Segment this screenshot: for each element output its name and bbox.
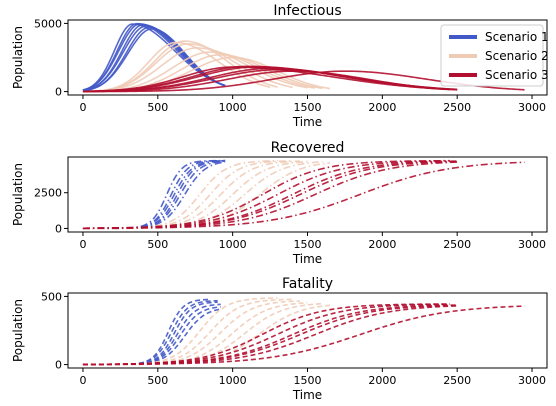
series-line-scenario-3-6 bbox=[82, 161, 525, 230]
series-line-scenario-1-1 bbox=[82, 298, 211, 366]
x-tick-label: 2000 bbox=[368, 374, 396, 387]
x-tick-label: 500 bbox=[147, 101, 168, 114]
y-axis-label: Population bbox=[11, 26, 25, 89]
axes-frame bbox=[67, 292, 548, 369]
fatality-subplot: Fatality 0 500 1000 1500 2000 2500 3000 0 500 Time… bbox=[11, 276, 548, 402]
axes-frame bbox=[67, 156, 548, 233]
subplot-title: Recovered bbox=[271, 140, 345, 156]
subplot-title: Fatality bbox=[282, 276, 333, 292]
series-line-scenario-3-2 bbox=[82, 160, 450, 230]
series-line-scenario-1-5 bbox=[82, 306, 221, 366]
series-line-scenario-2-3 bbox=[82, 300, 301, 366]
series-line-scenario-1-3 bbox=[82, 301, 218, 366]
y-axis-label: Population bbox=[11, 299, 25, 362]
series-line-scenario-2-1 bbox=[82, 297, 278, 366]
series-line-scenario-3-4 bbox=[82, 304, 458, 366]
series-line-scenario-1-4 bbox=[82, 160, 226, 230]
x-axis-label: Time bbox=[292, 388, 322, 402]
series-line-scenario-3-5 bbox=[82, 161, 458, 230]
infectious-subplot: Infectious 0 500 1000 1500 2000 2500 3000 0 5000 T… bbox=[11, 3, 549, 129]
legend-entry-label: Scenario 3 bbox=[485, 68, 549, 82]
series-line-scenario-3-2 bbox=[82, 303, 450, 366]
x-tick-label: 2500 bbox=[443, 374, 471, 387]
series-line-scenario-1-2 bbox=[82, 299, 218, 366]
x-tick-label: 2500 bbox=[443, 101, 471, 114]
series-line-scenario-3-3 bbox=[82, 160, 458, 230]
x-tick-label: 2000 bbox=[368, 238, 396, 251]
y-tick-label: 5000 bbox=[34, 17, 62, 30]
series-line-scenario-1-6 bbox=[82, 308, 223, 366]
x-tick-label: 2500 bbox=[443, 238, 471, 251]
series-line-scenario-3-1 bbox=[82, 159, 450, 230]
legend-box bbox=[440, 24, 544, 87]
series-line-scenario-1-5 bbox=[82, 160, 226, 230]
x-tick-label: 3000 bbox=[518, 238, 546, 251]
x-axis-label: Time bbox=[292, 252, 322, 266]
series-line-scenario-2-4 bbox=[82, 160, 308, 230]
x-tick-label: 1000 bbox=[219, 101, 247, 114]
legend-entry-label: Scenario 2 bbox=[485, 49, 549, 63]
series-line-scenario-1-1 bbox=[82, 159, 226, 230]
x-tick-label: 1500 bbox=[294, 374, 322, 387]
series-line-scenario-2-3 bbox=[82, 43, 293, 93]
x-tick-label: 3000 bbox=[518, 374, 546, 387]
x-axis-label: Time bbox=[292, 115, 322, 129]
x-tick-label: 2000 bbox=[368, 101, 396, 114]
series-line-scenario-3-6 bbox=[82, 70, 458, 93]
series-lines bbox=[82, 297, 525, 366]
y-axis-label: Population bbox=[11, 163, 25, 226]
series-line-scenario-3-4 bbox=[82, 160, 458, 230]
x-tick-label: 1000 bbox=[219, 238, 247, 251]
y-tick-label: 2500 bbox=[34, 187, 62, 200]
x-tick-label: 0 bbox=[79, 238, 86, 251]
x-tick-label: 1000 bbox=[219, 374, 247, 387]
x-tick-label: 3000 bbox=[518, 101, 546, 114]
x-tick-label: 1500 bbox=[294, 101, 322, 114]
recovered-subplot: Recovered 0 500 1000 1500 2000 2500 3000 0 2500 Ti… bbox=[11, 140, 548, 266]
x-tick-label: 0 bbox=[79, 101, 86, 114]
series-line-scenario-3-5 bbox=[82, 305, 458, 366]
y-tick-label: 0 bbox=[55, 86, 62, 99]
legend-entry-label: Scenario 1 bbox=[485, 30, 549, 44]
x-tick-label: 1500 bbox=[294, 238, 322, 251]
subplot-title: Infectious bbox=[273, 3, 341, 19]
series-line-scenario-2-6 bbox=[82, 162, 331, 230]
y-tick-label: 500 bbox=[41, 290, 62, 303]
series-lines bbox=[82, 22, 525, 93]
series-line-scenario-2-4 bbox=[82, 302, 308, 366]
y-tick-label: 0 bbox=[55, 359, 62, 372]
series-line-scenario-1-4 bbox=[82, 303, 221, 366]
legend: Scenario 1 Scenario 2 Scenario 3 bbox=[440, 24, 549, 87]
x-tick-label: 0 bbox=[79, 374, 86, 387]
series-line-scenario-1-2 bbox=[82, 159, 226, 230]
series-line-scenario-3-1 bbox=[82, 303, 450, 366]
series-line-scenario-2-4 bbox=[82, 47, 308, 93]
series-line-scenario-3-6 bbox=[82, 305, 525, 366]
x-tick-label: 500 bbox=[147, 238, 168, 251]
series-line-scenario-3-3 bbox=[82, 304, 458, 366]
y-tick-label: 0 bbox=[55, 222, 62, 235]
series-lines bbox=[82, 159, 525, 230]
series-line-scenario-1-3 bbox=[82, 160, 226, 230]
x-tick-label: 500 bbox=[147, 374, 168, 387]
